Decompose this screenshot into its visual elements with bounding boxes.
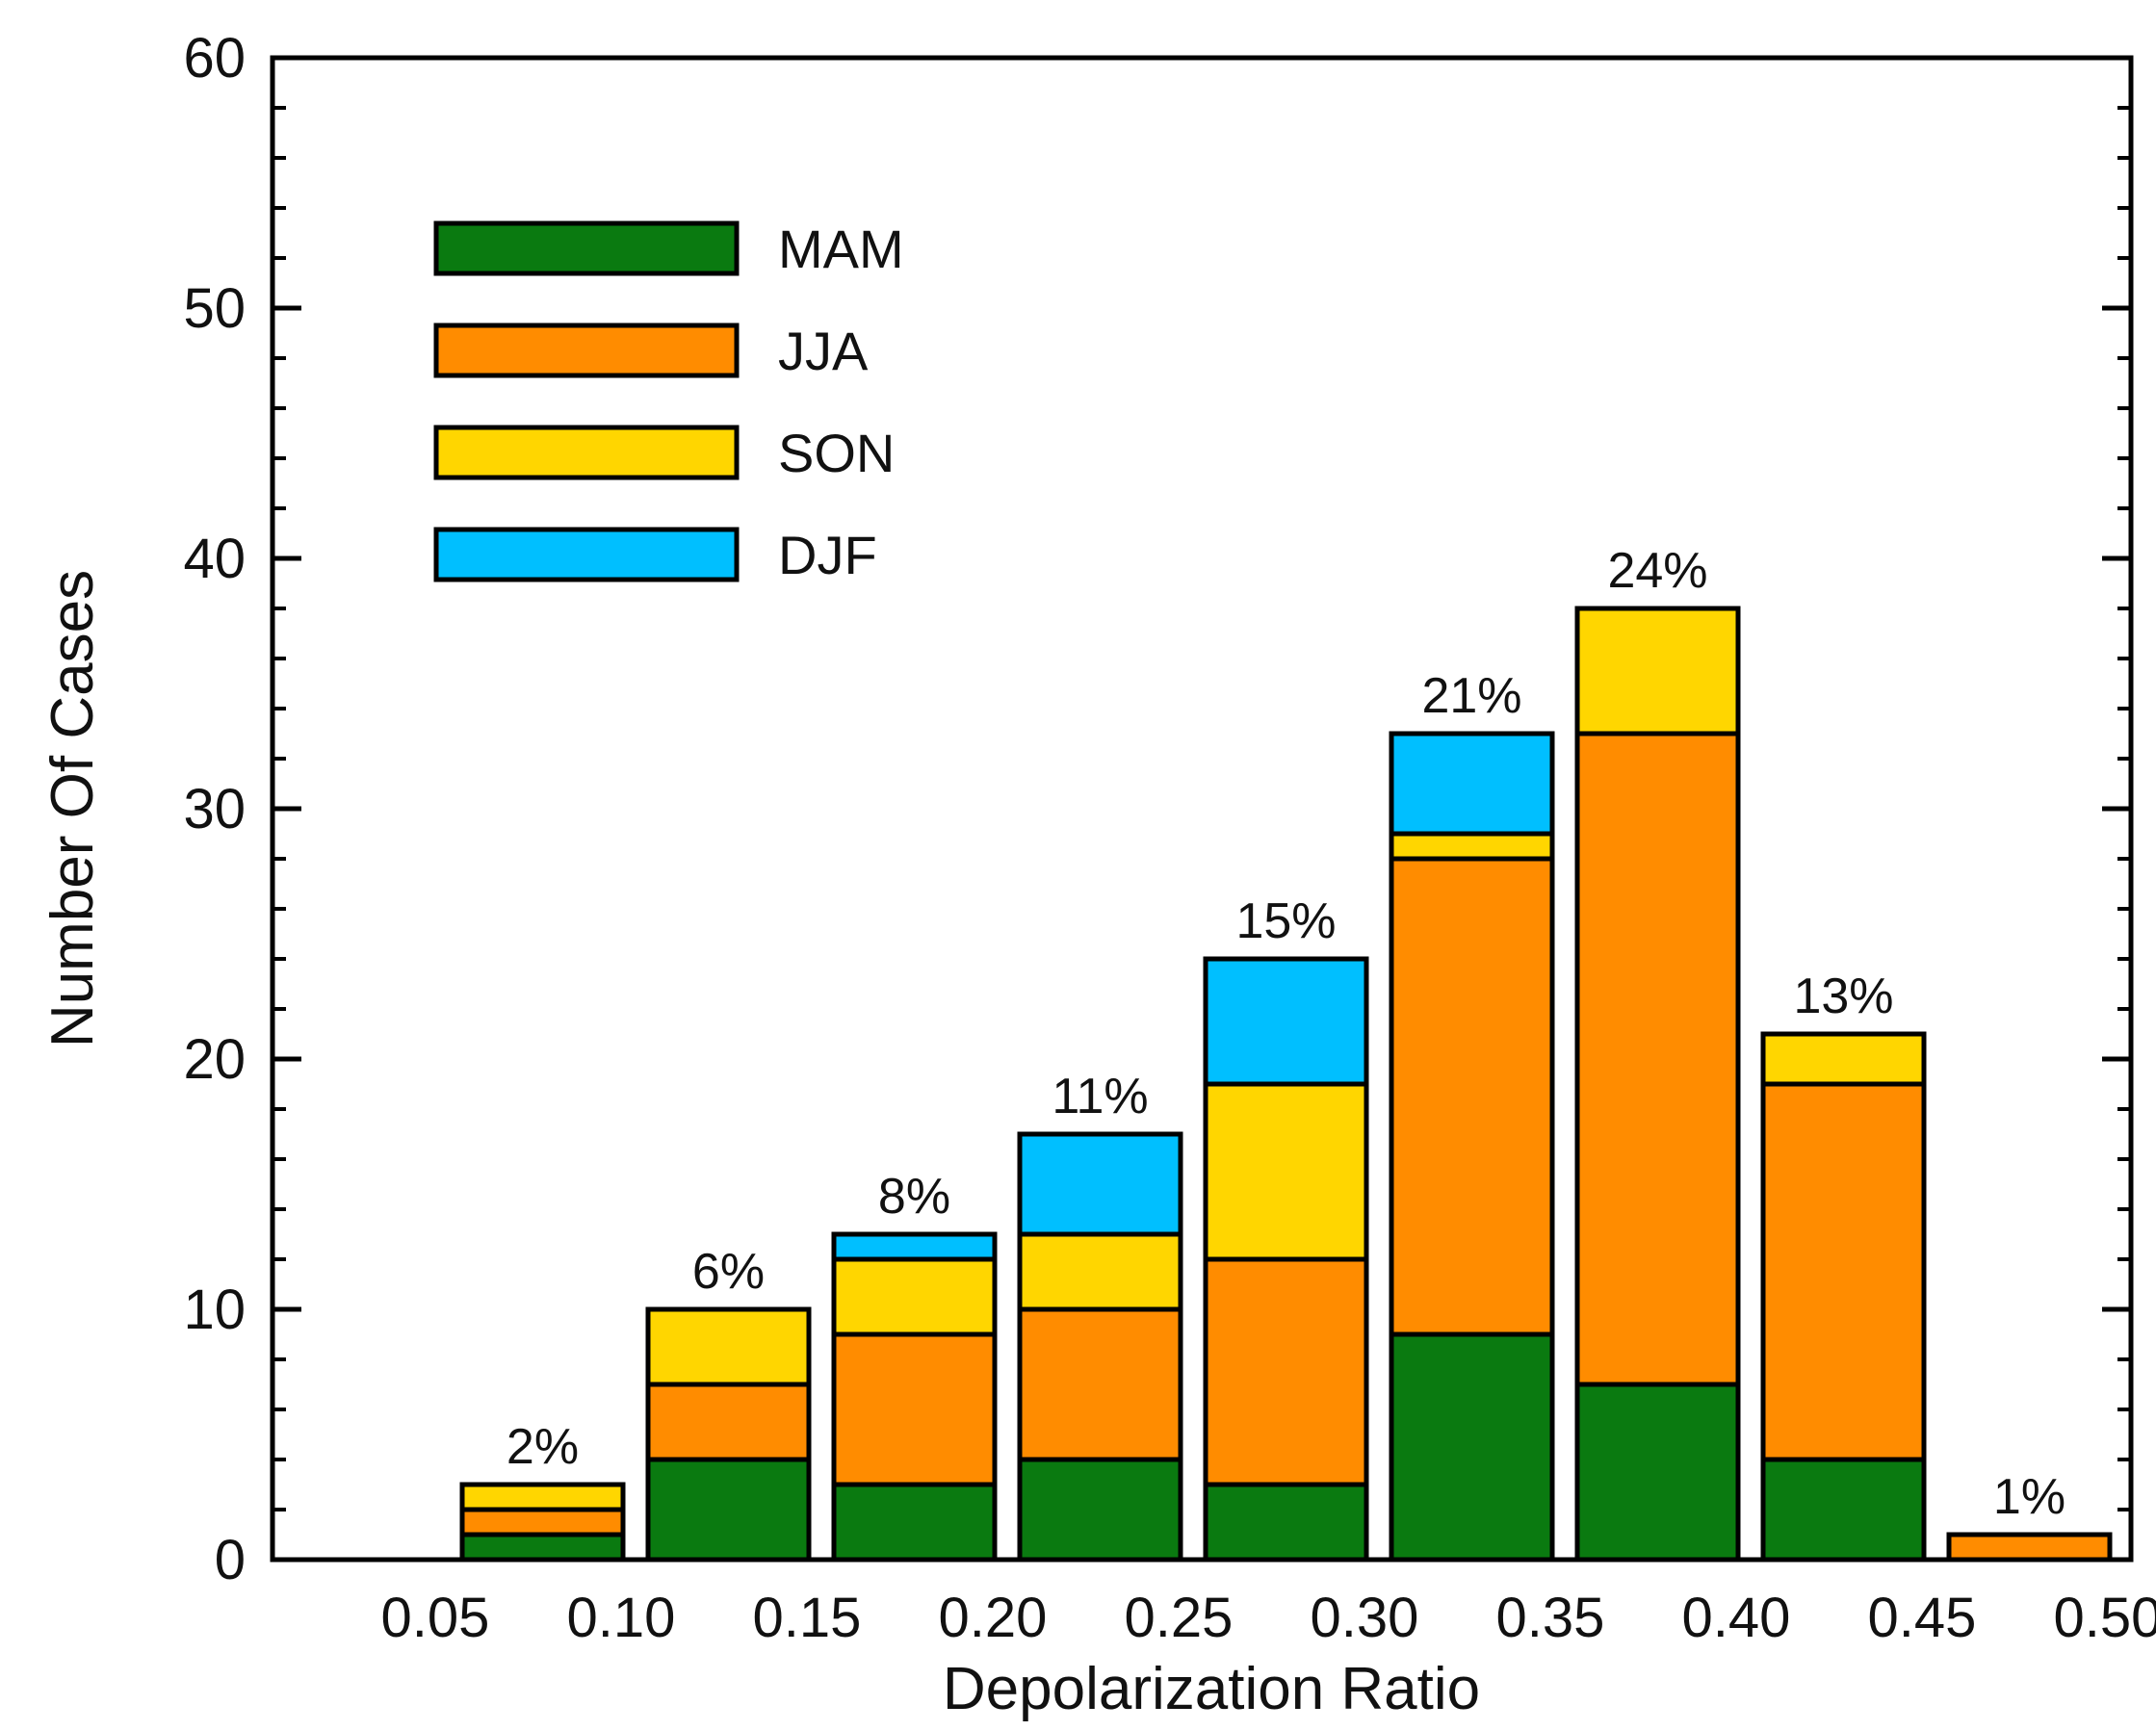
x-tick-label: 0.35 bbox=[1496, 1587, 1605, 1649]
percent-label-8: 13% bbox=[1793, 969, 1893, 1024]
legend-swatch-jja bbox=[433, 323, 740, 378]
y-tick-label: 40 bbox=[183, 528, 246, 590]
bar-segment-jja-3 bbox=[831, 1331, 998, 1487]
x-axis-title: Depolarization Ratio bbox=[943, 1656, 1480, 1722]
x-tick-label: 0.45 bbox=[1868, 1587, 1977, 1649]
legend-swatch-djf bbox=[433, 527, 740, 582]
legend-swatch-son bbox=[433, 425, 740, 480]
bar-segment-jja-1 bbox=[459, 1507, 626, 1537]
bar-segment-djf-5 bbox=[1203, 956, 1369, 1087]
x-tick-label: 0.15 bbox=[753, 1587, 862, 1649]
bar-segment-djf-4 bbox=[1017, 1131, 1183, 1237]
bar-segment-mam-5 bbox=[1203, 1482, 1369, 1563]
bar-segment-jja-9 bbox=[1946, 1532, 2113, 1563]
x-tick-label: 0.10 bbox=[567, 1587, 676, 1649]
bar-segment-son-4 bbox=[1017, 1231, 1183, 1312]
bar-segment-mam-2 bbox=[645, 1457, 812, 1563]
legend: MAM JJA SON DJF bbox=[433, 219, 904, 585]
x-tick-label: 0.30 bbox=[1311, 1587, 1419, 1649]
bar-segment-son-6 bbox=[1389, 831, 1555, 862]
legend-label-son: SON bbox=[778, 423, 895, 483]
percent-label-6: 21% bbox=[1421, 668, 1521, 724]
percent-label-1: 2% bbox=[507, 1419, 579, 1475]
percent-label-7: 24% bbox=[1607, 543, 1707, 599]
y-tick-label: 20 bbox=[183, 1028, 246, 1091]
bar-segment-mam-3 bbox=[831, 1482, 998, 1563]
bar-segment-son-1 bbox=[459, 1482, 626, 1512]
percent-label-3: 8% bbox=[878, 1169, 950, 1225]
legend-label-jja: JJA bbox=[778, 321, 869, 381]
y-tick-label: 50 bbox=[183, 277, 246, 340]
bar-segment-jja-4 bbox=[1017, 1306, 1183, 1462]
bar-segment-son-7 bbox=[1574, 606, 1741, 736]
legend-label-mam: MAM bbox=[778, 219, 904, 279]
bar-segment-jja-7 bbox=[1574, 731, 1741, 1387]
y-tick-label: 10 bbox=[183, 1279, 246, 1341]
x-tick-label: 0.50 bbox=[2054, 1587, 2156, 1649]
legend-swatch-mam bbox=[433, 220, 740, 276]
x-tick-label: 0.05 bbox=[381, 1587, 490, 1649]
bar-segment-djf-3 bbox=[831, 1231, 998, 1262]
bar-segment-jja-8 bbox=[1760, 1081, 1927, 1462]
y-tick-label: 0 bbox=[215, 1529, 246, 1591]
y-tick-label: 30 bbox=[183, 778, 246, 840]
plot-area-frame bbox=[270, 55, 2134, 1563]
x-tick-label: 0.25 bbox=[1125, 1587, 1234, 1649]
bar-segment-son-8 bbox=[1760, 1031, 1927, 1087]
y-tick-label: 60 bbox=[183, 27, 246, 90]
bar-segment-mam-8 bbox=[1760, 1457, 1927, 1563]
percent-label-5: 15% bbox=[1235, 893, 1336, 949]
bar-segment-son-5 bbox=[1203, 1081, 1369, 1262]
percent-label-4: 11% bbox=[1052, 1069, 1148, 1124]
x-tick-label: 0.20 bbox=[939, 1587, 1048, 1649]
y-axis-title: Number Of Cases bbox=[39, 570, 106, 1047]
bar-segment-mam-7 bbox=[1574, 1382, 1741, 1563]
bar-segment-jja-6 bbox=[1389, 856, 1555, 1337]
bar-segment-jja-5 bbox=[1203, 1256, 1369, 1487]
bars-layer: 2% 6% 8% 11% 15% 21% 24% 13% 1% bbox=[459, 543, 2113, 1563]
bar-segment-jja-2 bbox=[645, 1382, 812, 1462]
x-tick-label: 0.40 bbox=[1682, 1587, 1791, 1649]
bar-segment-son-3 bbox=[831, 1256, 998, 1337]
bar-segment-son-2 bbox=[645, 1306, 812, 1387]
bar-segment-mam-1 bbox=[459, 1532, 626, 1563]
bar-segment-mam-6 bbox=[1389, 1331, 1555, 1563]
bar-segment-djf-6 bbox=[1389, 731, 1555, 837]
percent-label-2: 6% bbox=[692, 1244, 765, 1300]
bar-segment-mam-4 bbox=[1017, 1457, 1183, 1563]
percent-label-9: 1% bbox=[1993, 1469, 2065, 1525]
legend-label-djf: DJF bbox=[778, 525, 877, 585]
ticks-layer: 0 10 20 30 40 50 60 0.05 0.10 0.15 0.20 0.25 0.30 0.3… bbox=[183, 27, 2156, 1649]
